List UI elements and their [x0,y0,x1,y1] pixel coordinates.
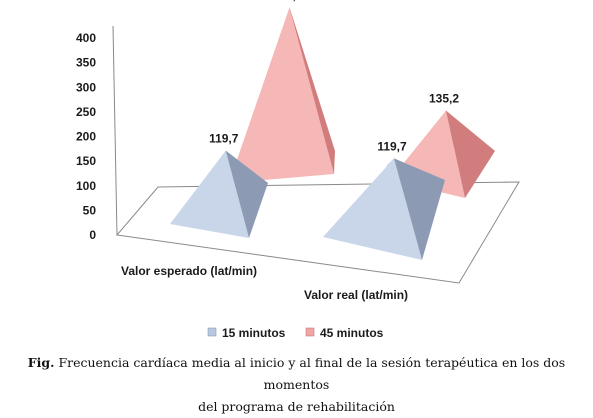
pyramid-s0-c1 [323,158,445,260]
data-label-s0-c1: 119,7 [377,139,407,153]
legend-swatch-15 [207,327,217,337]
data-label-s0-c0: 119,7 [209,132,239,146]
caption-line-1: Frecuencia cardíaca media al inicio y al… [54,355,566,392]
y-tick-label: 400 [76,31,96,45]
y-axis-line [112,25,118,236]
pyramid-side-face [289,7,335,174]
pyramid-front-face [323,158,422,260]
caption-line-2: del programa de rehabilitación [198,399,395,414]
pyramid-front-face [229,7,334,183]
figure-caption: Fig. Frecuencia cardíaca media al inicio… [0,352,593,418]
category-label-0: Valor esperado (lat/min) [121,264,257,278]
y-tick-label: 350 [76,56,96,70]
pyramid-front-face [170,150,249,238]
legend-label-45: 45 minutos [320,326,384,340]
pyramid-side-face [225,150,268,238]
pyramid-side-face [394,158,445,260]
data-label-s1-c1: 135,2 [429,92,459,106]
legend-swatch-45 [305,327,315,337]
caption-label: Fig. [27,355,55,370]
pyramid-s0-c0 [170,150,268,238]
y-tick-label: 0 [89,228,96,242]
y-tick-label: 250 [76,105,96,119]
y-tick-label: 200 [76,130,96,144]
y-tick-label: 100 [76,179,96,193]
pyramid-side-face [446,110,495,198]
y-tick-label: 50 [83,203,97,217]
y-tick-label: 300 [76,80,96,94]
legend-label-15: 15 minutos [222,326,286,340]
floor-plane [116,181,520,284]
legend: 15 minutos 45 minutos [207,326,384,340]
y-tick-label: 150 [76,154,96,168]
category-label-1: Valor real (lat/min) [304,288,408,302]
pyramid-s1-c0 [229,7,335,183]
data-label-s1-c0: 359,1 [272,0,302,2]
